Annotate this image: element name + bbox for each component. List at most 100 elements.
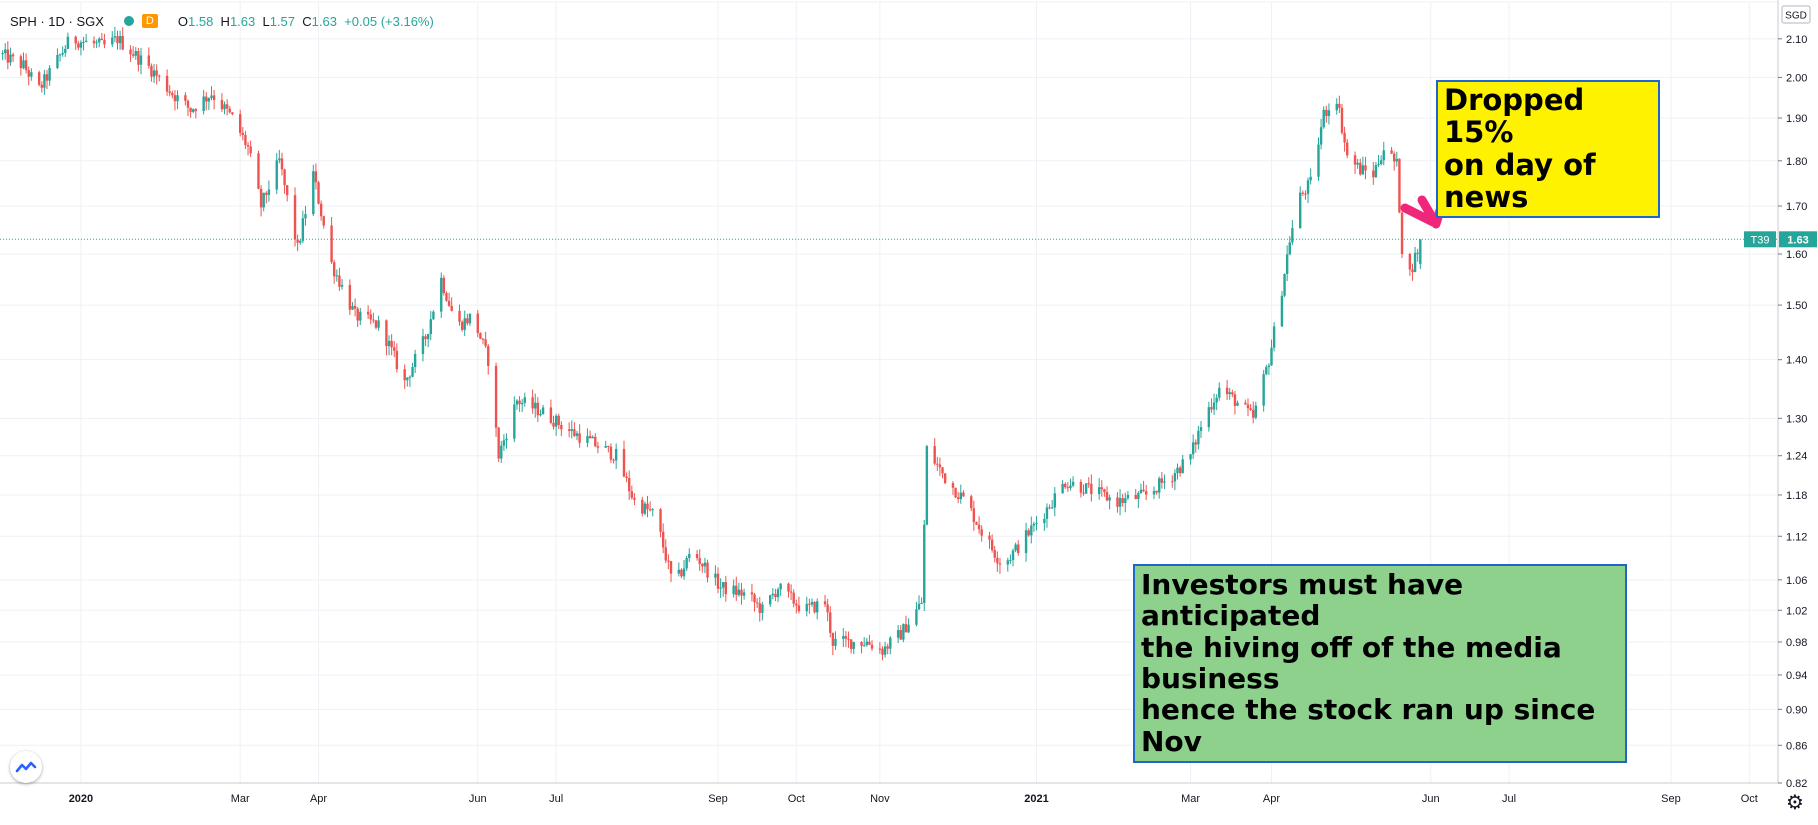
candle: [722, 581, 725, 597]
annotation-investors-line-1: Investors must have anticipated: [1141, 568, 1464, 633]
candle-body: [1390, 150, 1393, 154]
candle-body: [1285, 254, 1289, 275]
candle: [591, 435, 594, 439]
candle-body: [1301, 192, 1305, 194]
candle: [406, 377, 409, 387]
tradingview-logo-icon[interactable]: [10, 751, 42, 783]
candle: [262, 192, 265, 212]
candle-body: [988, 535, 991, 540]
candle-body: [262, 192, 265, 208]
candle: [881, 646, 884, 661]
candle: [883, 641, 887, 658]
candle-body: [1353, 155, 1357, 165]
candle: [954, 487, 957, 499]
candle: [758, 596, 761, 622]
candle: [296, 234, 299, 252]
candle: [421, 328, 425, 362]
candle-body: [129, 49, 132, 55]
candle: [625, 472, 628, 483]
candle-body: [1035, 523, 1038, 525]
candle-body: [810, 601, 814, 605]
candle: [278, 149, 281, 164]
candle-body: [596, 446, 600, 448]
gear-icon[interactable]: ⚙: [1786, 792, 1804, 814]
candle: [116, 30, 119, 50]
candle-body: [648, 509, 652, 511]
candle-body: [792, 592, 795, 604]
candle: [66, 32, 70, 50]
candle: [677, 562, 681, 577]
candle: [147, 47, 151, 69]
candle: [1356, 158, 1359, 169]
candle-body: [1306, 180, 1310, 194]
candle-body: [889, 637, 892, 649]
candle-body: [118, 36, 122, 44]
candle: [518, 396, 521, 412]
candle: [1160, 471, 1164, 489]
candle: [1017, 540, 1020, 556]
candle-body: [1189, 454, 1192, 460]
price-tick-label: 1.18: [1786, 490, 1807, 502]
candle-body: [165, 75, 169, 92]
annotation-dropped-line-2: on day of news: [1444, 147, 1596, 215]
candle: [1252, 401, 1255, 424]
candle-body: [1270, 347, 1273, 366]
candle: [1045, 503, 1049, 528]
candle: [1301, 190, 1305, 196]
annotation-investors-note[interactable]: Investors must have anticipated the hivi…: [1133, 564, 1627, 764]
candle: [716, 567, 720, 594]
candle: [351, 302, 354, 311]
candle: [330, 216, 333, 264]
candle-body: [1288, 242, 1291, 255]
candle-body: [476, 313, 479, 334]
candle-body: [797, 605, 801, 612]
candle-body: [147, 55, 151, 66]
candle-body: [440, 277, 443, 312]
currency-badge[interactable]: SGD: [1781, 5, 1811, 24]
candle: [596, 441, 600, 454]
candle: [917, 595, 921, 611]
candle-body: [131, 54, 135, 56]
candle: [445, 291, 448, 302]
candle-body: [816, 601, 819, 613]
candle: [1181, 454, 1184, 474]
candle: [1246, 398, 1250, 417]
candle-body: [685, 558, 688, 569]
candle-body: [1, 53, 4, 55]
candle: [168, 85, 171, 97]
price-axis[interactable]: 2.10 2.00 1.90 1.80 1.70 1.60 1.50 1.40 1.30 1.24…: [1777, 0, 1807, 790]
candle: [852, 641, 855, 655]
candle-body: [194, 109, 198, 112]
candle-body: [732, 585, 735, 595]
candle: [312, 164, 315, 217]
candle: [990, 534, 994, 553]
candle: [338, 267, 341, 291]
candle-body: [1327, 110, 1331, 116]
candle: [340, 279, 344, 290]
symbol-label[interactable]: SPH · 1D · SGX: [10, 13, 104, 29]
candle: [1199, 421, 1203, 439]
candle-body: [1178, 467, 1182, 474]
candle: [1215, 394, 1218, 411]
candle: [1061, 480, 1064, 494]
candle: [936, 456, 939, 471]
candle: [688, 548, 691, 563]
candle-body: [1191, 442, 1195, 455]
time-axis[interactable]: 2020 Mar Apr Jun Jul Sep Oct Nov 2021 Mar Apr Jun Ju…: [0, 782, 1778, 805]
candle: [82, 36, 85, 51]
candle-body: [1027, 530, 1030, 536]
time-tick-label: 2020: [69, 793, 93, 805]
candle-body: [369, 314, 372, 320]
candle-body: [831, 632, 835, 646]
annotation-dropped-note[interactable]: Dropped 15% on day of news: [1436, 80, 1660, 218]
candle-body: [411, 367, 414, 377]
currency-badge-box: [1781, 5, 1811, 24]
candle: [886, 643, 889, 655]
candle-body: [207, 98, 211, 102]
candle-body: [902, 624, 905, 640]
candle-body: [413, 353, 417, 368]
candle: [1390, 146, 1393, 154]
candle: [706, 559, 709, 583]
candle-body: [421, 336, 425, 354]
candle: [353, 298, 357, 317]
